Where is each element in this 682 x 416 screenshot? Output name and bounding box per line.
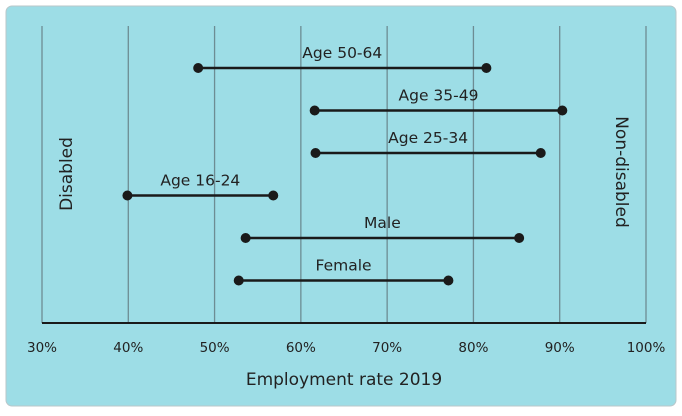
x-tick-label-5: 80% xyxy=(458,340,488,356)
disabled-point xyxy=(309,105,320,116)
row-label: Age 16-24 xyxy=(160,172,240,190)
non-disabled-point xyxy=(557,105,568,116)
row-label: Age 50-64 xyxy=(302,44,382,62)
x-tick-label-1: 40% xyxy=(113,340,143,356)
non-disabled-point xyxy=(268,190,279,201)
left-side-label: Disabled xyxy=(57,137,77,211)
x-tick-label-0: 30% xyxy=(27,340,57,356)
row-label: Age 35-49 xyxy=(399,87,479,105)
row-label: Male xyxy=(364,214,401,232)
non-disabled-point xyxy=(514,233,525,243)
disabled-point xyxy=(310,148,321,158)
dumbbell-row-5: Female xyxy=(233,257,454,286)
row-label: Age 25-34 xyxy=(388,129,468,147)
disabled-point xyxy=(122,190,133,201)
x-tick-label-4: 70% xyxy=(372,340,402,356)
disabled-point xyxy=(240,233,251,243)
gridlines xyxy=(41,26,647,323)
x-tick-label-7: 100% xyxy=(627,340,666,356)
disabled-point xyxy=(193,63,204,73)
right-side-label: Non-disabled xyxy=(611,116,631,228)
disabled-point xyxy=(233,275,244,286)
x-axis-title: Employment rate 2019 xyxy=(246,370,442,390)
dumbbell-row-2: Age 25-34 xyxy=(310,129,546,158)
dumbbell-rows: Age 50-64 Age 35-49 Age 25-34 Age 16-24 Male… xyxy=(122,44,568,286)
x-tick-label-3: 60% xyxy=(286,340,316,356)
dumbbell-row-0: Age 50-64 xyxy=(193,44,492,73)
x-tick-label-2: 50% xyxy=(200,340,230,356)
x-tick-label-6: 90% xyxy=(545,340,575,356)
dumbbell-row-4: Male xyxy=(240,214,525,243)
row-label: Female xyxy=(316,257,372,275)
x-axis-ticks: 30% 40% 50% 60% 70% 80% 90% 100% xyxy=(27,340,665,356)
dumbbell-row-1: Age 35-49 xyxy=(309,87,568,116)
dumbbell-row-3: Age 16-24 xyxy=(122,172,279,201)
non-disabled-point xyxy=(443,275,454,286)
chart-panel-background xyxy=(5,5,677,407)
non-disabled-point xyxy=(535,148,546,158)
non-disabled-point xyxy=(481,63,492,73)
